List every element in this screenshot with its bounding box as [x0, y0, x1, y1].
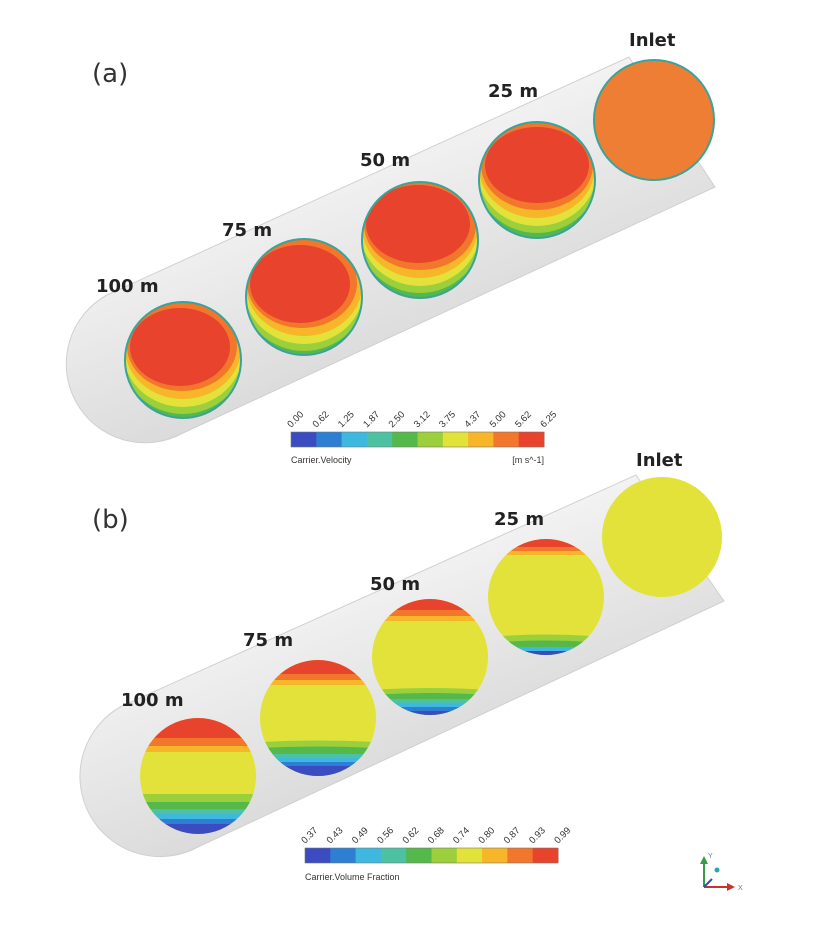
- colorbar-tick-label: 3.12: [412, 409, 433, 430]
- colorbar-a-ticks: 0.00 0.62 1.25 1.87 2.50 3.12 3.75 4.37 5.00 5.62…: [285, 409, 559, 430]
- colorbar-tick-label: 1.87: [361, 409, 382, 430]
- section-b-75m: [260, 660, 376, 776]
- colorbar-swatch: [532, 848, 559, 863]
- inlet-section-a: [593, 59, 715, 181]
- colorbar-swatch: [316, 432, 343, 447]
- section-a-25m: [478, 121, 596, 239]
- colorbar-a-unit: [m s^-1]: [512, 455, 544, 465]
- colorbar-swatch: [380, 848, 407, 863]
- colorbar-tick-label: 0.37: [299, 825, 320, 846]
- colorbar-b: 0.37 0.43 0.49 0.56 0.62 0.68 0.74 0.80 0.87 0.93…: [299, 825, 573, 882]
- section-label-a-25m: 25 m: [488, 81, 538, 102]
- colorbar-tick-label: 4.37: [462, 409, 483, 430]
- colorbar-swatch: [468, 432, 494, 447]
- inlet-label-b: Inlet: [636, 450, 683, 471]
- colorbar-tick-label: 0.99: [552, 825, 573, 846]
- axis-y-label: Y: [708, 853, 713, 860]
- colorbar-swatch: [482, 848, 508, 863]
- section-label-b-75m: 75 m: [243, 630, 293, 651]
- colorbar-swatch: [431, 848, 458, 863]
- colorbar-swatch: [366, 432, 393, 447]
- section-a-75m: [245, 238, 363, 356]
- colorbar-swatch: [518, 432, 545, 447]
- colorbar-tick-label: 0.74: [451, 825, 472, 846]
- colorbar-swatch: [291, 432, 317, 447]
- section-b-100m: [140, 718, 256, 834]
- panel-a: (a): [65, 30, 716, 465]
- colorbar-a: 0.00 0.62 1.25 1.87 2.50 3.12 3.75 4.37 5.00 5.62…: [285, 409, 559, 465]
- colorbar-tick-label: 5.00: [488, 409, 509, 430]
- colorbar-tick-label: 3.75: [437, 409, 458, 430]
- colorbar-tick-label: 0.68: [426, 825, 447, 846]
- colorbar-tick-label: 2.50: [387, 409, 408, 430]
- colorbar-tick-label: 1.25: [336, 409, 357, 430]
- colorbar-b-ticks: 0.37 0.43 0.49 0.56 0.62 0.68 0.74 0.80 0.87 0.93…: [299, 825, 573, 846]
- section-label-b-100m: 100 m: [121, 690, 184, 711]
- colorbar-tick-label: 0.00: [285, 409, 306, 430]
- section-label-a-75m: 75 m: [222, 220, 272, 241]
- colorbar-tick-label: 0.43: [325, 825, 346, 846]
- colorbar-swatch: [355, 848, 382, 863]
- colorbar-swatch: [507, 848, 534, 863]
- colorbar-swatch: [305, 848, 331, 863]
- colorbar-a-title: Carrier.Velocity: [291, 455, 352, 465]
- colorbar-swatch: [330, 848, 357, 863]
- inlet-label-a: Inlet: [629, 30, 676, 51]
- colorbar-tick-label: 0.87: [502, 825, 523, 846]
- panel-a-label: (a): [92, 59, 128, 89]
- colorbar-swatch: [493, 432, 520, 447]
- inlet-section-b: [602, 477, 722, 597]
- section-label-a-50m: 50 m: [360, 150, 410, 171]
- colorbar-swatch: [341, 432, 368, 447]
- colorbar-b-title: Carrier.Volume Fraction: [305, 872, 400, 882]
- colorbar-swatch: [392, 432, 418, 447]
- colorbar-swatch: [456, 848, 483, 863]
- section-label-b-50m: 50 m: [370, 574, 420, 595]
- colorbar-swatch: [442, 432, 469, 447]
- colorbar-tick-label: 0.56: [375, 825, 396, 846]
- colorbar-swatch: [406, 848, 432, 863]
- colorbar-tick-label: 0.80: [476, 825, 497, 846]
- colorbar-tick-label: 0.62: [401, 825, 422, 846]
- colorbar-tick-label: 0.93: [527, 825, 548, 846]
- colorbar-b-bar: [305, 848, 559, 863]
- section-a-100m: [124, 301, 242, 419]
- section-a-50m: [361, 181, 479, 299]
- colorbar-tick-label: 0.49: [350, 825, 371, 846]
- panel-b: (b): [79, 450, 743, 892]
- section-label-a-100m: 100 m: [96, 276, 159, 297]
- axis-triad: Y X: [700, 853, 743, 892]
- colorbar-a-bar: [291, 432, 545, 447]
- section-label-b-25m: 25 m: [494, 509, 544, 530]
- colorbar-tick-label: 6.25: [538, 409, 559, 430]
- colorbar-tick-label: 5.62: [513, 409, 534, 430]
- colorbar-tick-label: 0.62: [311, 409, 332, 430]
- axis-x-label: X: [738, 885, 743, 892]
- panel-b-label: (b): [92, 505, 129, 535]
- colorbar-swatch: [417, 432, 444, 447]
